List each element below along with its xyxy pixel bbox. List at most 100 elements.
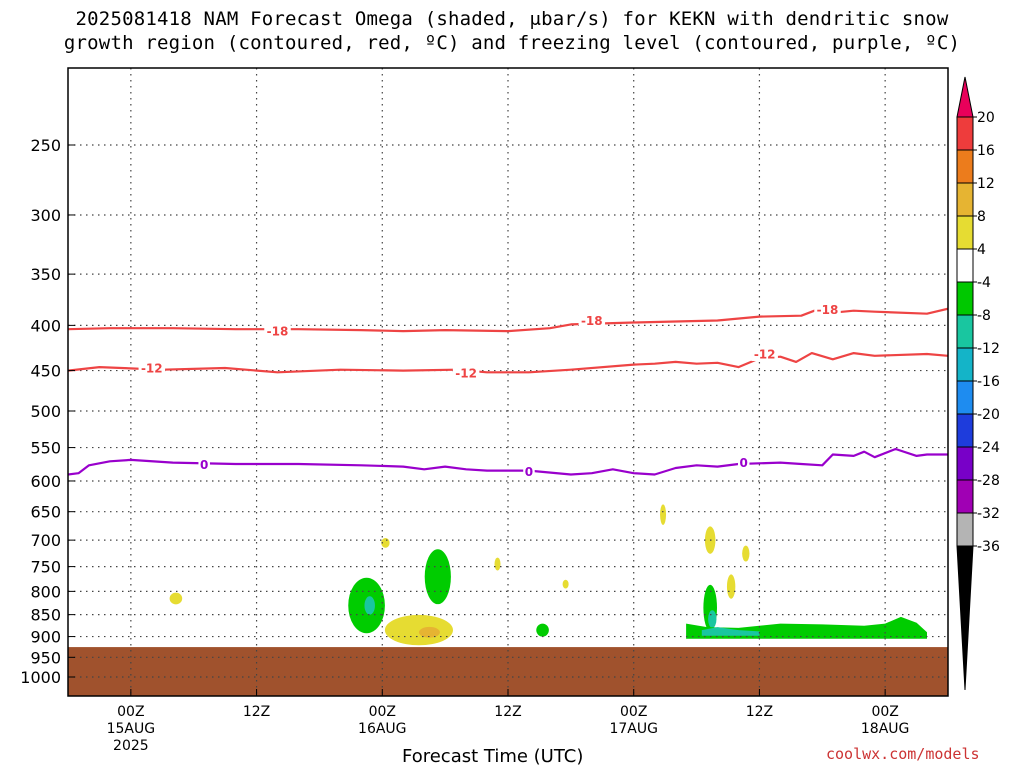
omega-region-5 [418, 626, 440, 638]
omega-region-10 [660, 504, 667, 525]
colorbar-cap-top [956, 76, 974, 118]
ground-layer [68, 647, 948, 696]
x-tick-label: 16AUG [358, 721, 407, 737]
x-tick-label: 12Z [746, 704, 773, 720]
y-tick-label-350: 350 [30, 265, 61, 284]
colorbar-segment-3 [956, 182, 974, 217]
x-tick-label: 17AUG [609, 721, 658, 737]
ground-fill [68, 647, 948, 696]
contour-label-bg [578, 313, 606, 328]
contour-label-bg [523, 464, 535, 479]
x-axis-label: Forecast Time (UTC) [402, 746, 584, 767]
omega-region-2 [424, 549, 451, 605]
omega-region-4 [384, 614, 454, 646]
colorbar-cap-bottom [956, 545, 974, 691]
colorbar-segment-2 [956, 149, 974, 184]
contour-label--12-0: -12 [141, 362, 163, 376]
y-tick-label-800: 800 [30, 582, 61, 601]
colorbar-label-1: 16 [977, 143, 995, 159]
colorbar-segment-4 [956, 215, 974, 250]
contour-label-bg [198, 457, 210, 472]
chart-title-line-1: 2025081418 NAM Forecast Omega (shaded, μ… [75, 8, 949, 30]
y-tick-label-400: 400 [30, 316, 61, 335]
colorbar-segment-8 [956, 347, 974, 382]
gridlines [68, 68, 948, 696]
colorbar-segment-6 [956, 281, 974, 316]
y-tick-label-300: 300 [30, 206, 61, 225]
x-tick-label: 00Z [871, 704, 898, 720]
x-tick-label: 00Z [117, 704, 144, 720]
contour-label-bg [452, 366, 480, 381]
omega-region-3 [536, 623, 549, 637]
colorbar-segment-13 [956, 512, 974, 547]
y-tick-label-650: 650 [30, 503, 61, 522]
omega-region-7 [381, 537, 390, 548]
y-tick-label-450: 450 [30, 362, 61, 381]
colorbar-label-7: -12 [977, 341, 1000, 357]
y-tick-label-900: 900 [30, 628, 61, 647]
colorbar-label-9: -20 [977, 407, 1000, 423]
colorbar-segment-9 [956, 380, 974, 415]
colorbar-label-8: -16 [977, 374, 1000, 390]
omega-shading-layer [169, 504, 927, 646]
contour-label-bg [737, 455, 750, 470]
y-tick-label-950: 950 [30, 648, 61, 667]
omega-region-8 [494, 557, 501, 571]
x-tick-label: 12Z [494, 704, 521, 720]
plot-frame [67, 67, 949, 697]
contour-line-0 [68, 447, 948, 476]
source-credit: coolwx.com/models [826, 745, 980, 763]
colorbar-label-10: -24 [977, 440, 1000, 456]
contour-label--18-0: -18 [267, 325, 289, 339]
colorbar-segment-10 [956, 413, 974, 448]
colorbar-label-2: 12 [977, 176, 995, 192]
omega-region-13 [742, 545, 750, 562]
omega-region-12 [726, 574, 736, 599]
colorbar-segment-5 [956, 248, 974, 283]
colorbar-label-0: 20 [977, 110, 995, 126]
y-tick-label-600: 600 [30, 472, 61, 491]
contour-label-bg [138, 361, 166, 376]
colorbar-segment-12 [956, 479, 974, 514]
y-tick-label-1000: 1000 [20, 668, 61, 687]
contour-label-bg [264, 324, 291, 339]
colorbar-label-11: -28 [977, 473, 1000, 489]
contour-label--12-2: -12 [754, 348, 776, 362]
omega-region-1 [364, 596, 375, 615]
y-tick-label-850: 850 [30, 606, 61, 625]
colorbar-label-4: 4 [977, 242, 986, 258]
contour-label-0-2: 0 [740, 456, 748, 470]
chart-title-line-2: growth region (contoured, red, ºC) and f… [63, 32, 961, 54]
colorbar-label-3: 8 [977, 209, 986, 225]
colorbar-segment-7 [956, 314, 974, 349]
colorbar-label-13: -36 [977, 539, 1000, 555]
x-tick-label: 2025 [113, 738, 149, 754]
x-tick-label: 12Z [243, 704, 270, 720]
x-tick-label: 00Z [369, 704, 396, 720]
contour-label--12-1: -12 [455, 367, 477, 381]
x-tick-label: 15AUG [107, 721, 156, 737]
y-tick-label-700: 700 [30, 531, 61, 550]
y-tick-label-750: 750 [30, 558, 61, 577]
omega-region-15 [708, 610, 717, 629]
contour-label--18-1: -18 [581, 314, 603, 328]
colorbar-segment-11 [956, 446, 974, 481]
contour-label--18-2: -18 [817, 303, 839, 317]
contour-line--12 [68, 352, 948, 374]
omega-region-6 [169, 592, 183, 605]
y-tick-label-550: 550 [30, 439, 61, 458]
omega-band-1 [701, 627, 760, 636]
y-tick-label-250: 250 [30, 136, 61, 155]
y-axis-ticks: 250 300 350 400 450 500 550 600 650 700 750 800 850 9… [20, 136, 75, 687]
contour-label-bg [814, 302, 841, 317]
colorbar: 20 16 12 8 4 -4 -8 -12 -16 -20 -24 -28 -32 -36 [956, 76, 1000, 691]
x-tick-label: 18AUG [861, 721, 910, 737]
colorbar-segment-1 [956, 116, 974, 151]
contour-layer: -18 -18 -18 -12 -12 -12 0 0 0 [68, 302, 948, 479]
colorbar-label-5: -4 [977, 275, 991, 291]
colorbar-label-6: -8 [977, 308, 991, 324]
contour-label-0-0: 0 [200, 458, 208, 472]
omega-region-9 [562, 579, 569, 589]
